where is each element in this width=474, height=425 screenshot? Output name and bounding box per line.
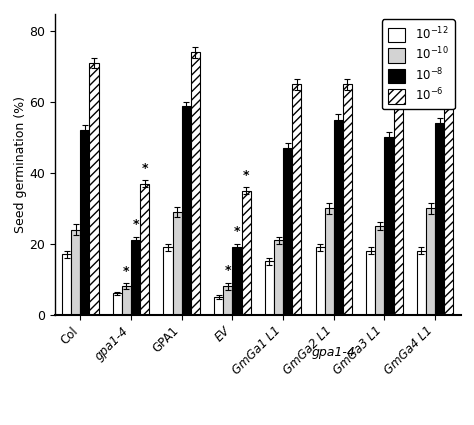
Bar bbox=[164, 247, 173, 314]
Bar bbox=[191, 52, 200, 314]
Bar bbox=[325, 208, 334, 314]
Bar bbox=[417, 251, 426, 314]
Bar bbox=[265, 261, 274, 314]
Text: gpa1-4: gpa1-4 bbox=[312, 346, 356, 360]
Bar bbox=[122, 286, 131, 314]
Bar bbox=[242, 190, 251, 314]
Bar bbox=[90, 63, 99, 314]
Text: *: * bbox=[123, 265, 130, 278]
Text: *: * bbox=[132, 218, 139, 231]
Bar bbox=[393, 67, 403, 314]
Bar bbox=[292, 84, 301, 314]
Bar bbox=[343, 84, 352, 314]
Bar bbox=[62, 254, 71, 314]
Bar bbox=[366, 251, 375, 314]
Bar bbox=[223, 286, 232, 314]
Text: *: * bbox=[243, 169, 249, 182]
Bar bbox=[71, 230, 81, 314]
Legend: $10^{-12}$, $10^{-10}$, $10^{-8}$, $10^{-6}$: $10^{-12}$, $10^{-10}$, $10^{-8}$, $10^{… bbox=[382, 20, 455, 110]
Bar bbox=[283, 148, 292, 314]
Bar bbox=[182, 105, 191, 314]
Y-axis label: Seed germination (%): Seed germination (%) bbox=[13, 96, 27, 232]
Bar bbox=[274, 240, 283, 314]
Bar bbox=[113, 293, 122, 314]
Text: *: * bbox=[225, 264, 231, 278]
Text: *: * bbox=[234, 225, 240, 238]
Text: *: * bbox=[141, 162, 148, 175]
Bar bbox=[232, 247, 242, 314]
Bar bbox=[316, 247, 325, 314]
Bar bbox=[131, 240, 140, 314]
Bar bbox=[375, 226, 384, 314]
Bar bbox=[334, 120, 343, 314]
Bar bbox=[81, 130, 90, 314]
Bar bbox=[444, 74, 454, 314]
Bar bbox=[426, 208, 435, 314]
Bar bbox=[435, 123, 444, 314]
Bar bbox=[214, 297, 223, 314]
Bar bbox=[140, 184, 149, 314]
Bar bbox=[173, 212, 182, 314]
Bar bbox=[384, 137, 393, 314]
